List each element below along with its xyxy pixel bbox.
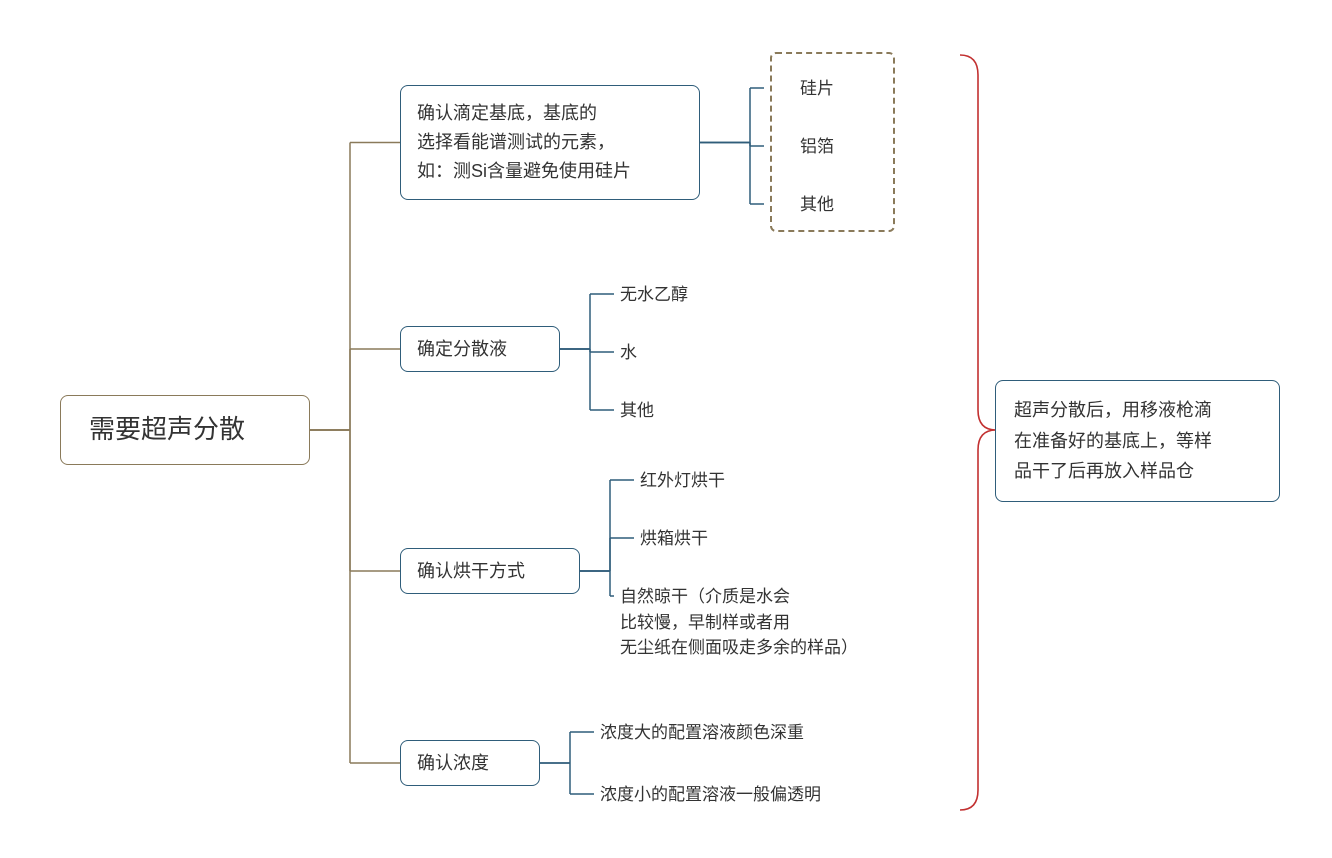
root-node: 需要超声分散 bbox=[60, 395, 310, 465]
result-node: 超声分散后，用移液枪滴 在准备好的基底上，等样 品干了后再放入样品仓 bbox=[995, 380, 1280, 502]
leaf-b3-0: 红外灯烘干 bbox=[640, 468, 725, 494]
leaf-b4-1: 浓度小的配置溶液一般偏透明 bbox=[600, 782, 821, 808]
leaf-b4-0: 浓度大的配置溶液颜色深重 bbox=[600, 720, 804, 746]
leaf-b2-2: 其他 bbox=[620, 398, 654, 424]
root-label: 需要超声分散 bbox=[89, 409, 245, 451]
branch-node-b2: 确定分散液 bbox=[400, 326, 560, 372]
leaf-b1-1: 铝箔 bbox=[800, 134, 834, 160]
leaf-b3-1: 烘箱烘干 bbox=[640, 526, 708, 552]
leaf-b2-0: 无水乙醇 bbox=[620, 282, 688, 308]
branch-node-b3: 确认烘干方式 bbox=[400, 548, 580, 594]
result-label: 超声分散后，用移液枪滴 在准备好的基底上，等样 品干了后再放入样品仓 bbox=[1014, 400, 1212, 481]
branch-node-b4: 确认浓度 bbox=[400, 740, 540, 786]
branch-node-b1: 确认滴定基底，基底的 选择看能谱测试的元素， 如：测Si含量避免使用硅片 bbox=[400, 85, 700, 200]
leaf-b3-2: 自然晾干（介质是水会 比较慢，早制样或者用 无尘纸在侧面吸走多余的样品） bbox=[620, 584, 910, 661]
leaf-b1-2: 其他 bbox=[800, 192, 834, 218]
leaf-b1-0: 硅片 bbox=[800, 76, 834, 102]
leaf-b2-1: 水 bbox=[620, 340, 637, 366]
